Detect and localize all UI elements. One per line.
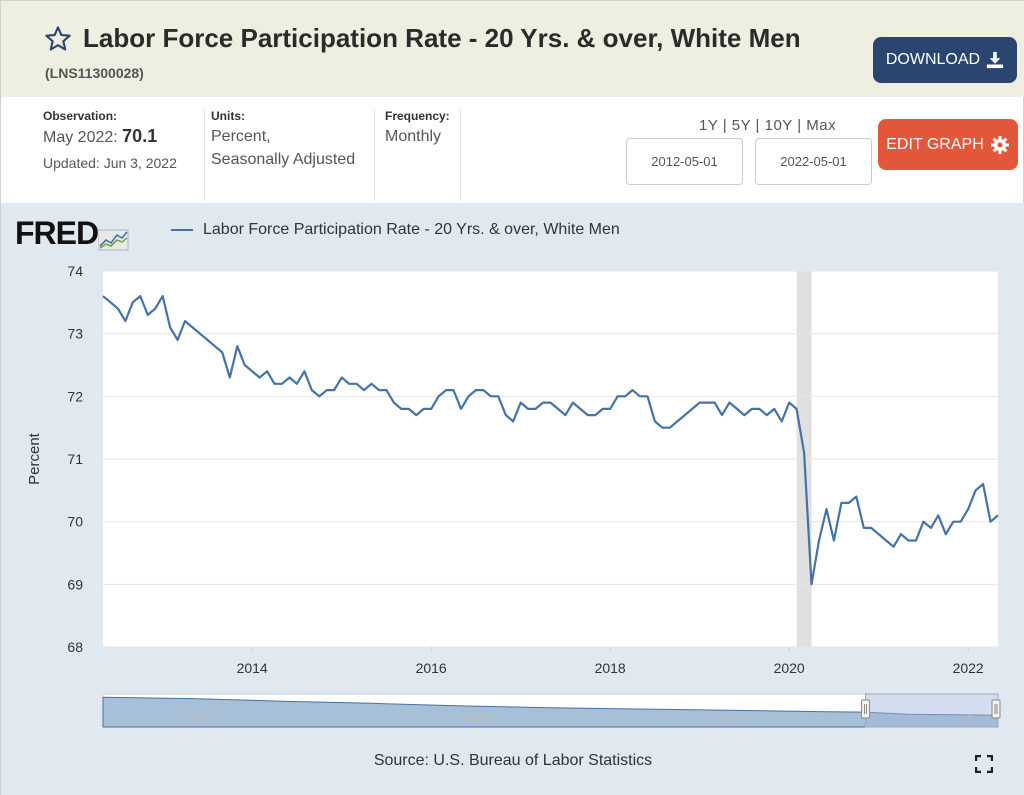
gear-icon [990,135,1009,154]
y-tick-label: 74 [67,263,83,279]
navigator-handle-right[interactable] [991,699,1001,719]
fred-logo: FRED [15,215,130,252]
download-label: DOWNLOAD [885,51,981,68]
end-date-input[interactable]: 2022-05-01 [755,138,872,185]
x-tick-label: 2018 [595,660,626,676]
observation-value: 70.1 [122,126,158,146]
page-title: Labor Force Participation Rate - 20 Yrs.… [83,23,801,53]
units-line2: Seasonally Adjusted [211,151,356,168]
y-tick-label: 69 [67,576,83,592]
y-axis-label: Percent [26,432,43,485]
x-tick-label: 2020 [774,660,805,676]
x-tick-label: 2014 [237,660,268,676]
frequency-block: Frequency: Monthly [385,109,461,201]
observation-label: Observation: [43,109,118,123]
series-id: (LNS11300028) [45,65,144,81]
updated-date: Updated: Jun 3, 2022 [43,155,177,171]
fred-brand: FRED [15,215,99,251]
y-tick-label: 68 [67,639,83,655]
units-block: Units: Percent, Seasonally Adjusted [211,109,375,201]
chart-svg: 68 69 70 71 72 73 74 2014 2016 2018 2020 2022 Percen… [26,263,1001,728]
y-tick-label: 71 [67,451,83,467]
legend-label: Labor Force Participation Rate - 20 Yrs.… [203,221,620,238]
frequency-label: Frequency: [385,109,450,123]
y-tick-label: 72 [67,388,83,404]
download-button[interactable]: DOWNLOAD [873,37,1017,83]
fullscreen-icon[interactable] [975,755,993,773]
navigator-label: 2... [967,712,985,727]
navigator-handle-left[interactable] [861,699,871,719]
x-tick-label: 2016 [416,660,447,676]
navigator-label: 1960 [187,712,216,727]
units-label: Units: [211,109,245,123]
observation-block: Observation: May 2022: 70.1 Updated: Jun… [43,109,205,201]
frequency-value: Monthly [385,128,442,145]
legend-swatch [171,229,193,231]
fred-graph-icon [98,229,129,251]
chart-legend: Labor Force Participation Rate - 20 Yrs.… [171,221,620,239]
chart-panel: 68 69 70 71 72 73 74 2014 2016 2018 2020 2022 Percen… [1,203,1024,795]
header: Labor Force Participation Rate - 20 Yrs.… [1,1,1024,97]
navigator-label: 1980 [464,712,493,727]
y-tick-label: 73 [67,326,83,342]
edit-graph-label: EDIT GRAPH [886,135,984,153]
observation-date: May 2022: [43,129,118,146]
series-line [102,294,999,586]
edit-graph-button[interactable]: EDIT GRAPH [878,119,1018,170]
source-note: Source: U.S. Bureau of Labor Statistics [373,752,653,769]
x-tick-label: 2022 [953,660,984,676]
download-icon [987,51,1004,69]
start-date-input[interactable]: 2012-05-01 [626,138,743,185]
navigator-area [102,696,999,728]
range-links[interactable]: 1Y | 5Y | 10Y | Max [699,117,837,134]
y-tick-label: 70 [67,514,83,530]
navigator-label: 2000 [715,712,744,727]
units-line1: Percent, [211,128,271,145]
star-icon[interactable] [43,25,73,53]
